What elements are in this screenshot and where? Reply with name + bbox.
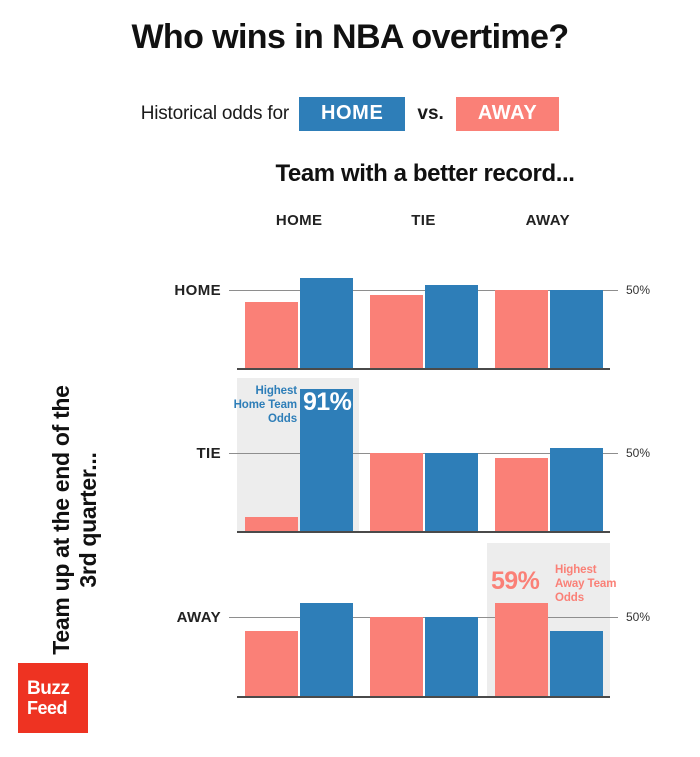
callout-home-odds-line2: Home Team	[233, 399, 298, 412]
chart-row-away: AWAY 50% 59% Highest Away Team Odds	[177, 543, 650, 698]
bar-away-away-tie	[370, 617, 423, 696]
bar-away-tie-away	[495, 457, 548, 531]
bar-away-tie-home	[245, 516, 298, 531]
column-header-tie: TIE	[411, 212, 436, 229]
baseline-row-away	[237, 696, 610, 698]
gridline-50-row-away	[229, 617, 618, 618]
callout-home-odds: Highest Home Team Odds	[229, 384, 298, 426]
callout-away-odds-line3: Odds	[555, 592, 584, 605]
row-label-tie: TIE	[196, 445, 221, 462]
bars-row-home	[237, 248, 610, 368]
bar-home-home-home	[300, 277, 353, 368]
callout-away-odds-line1: Highest	[555, 564, 597, 576]
value-label-home-odds: 91%	[303, 388, 352, 416]
callout-home-odds-line1: Highest	[255, 385, 298, 397]
bar-home-away-tie	[425, 617, 478, 696]
gridline-50-row-home	[229, 290, 618, 291]
gridline-label-row-home: 50%	[626, 283, 651, 297]
chart-row-home: HOME 50%	[174, 248, 650, 370]
page-title: Who wins in NBA overtime?	[131, 18, 569, 56]
column-header-home: HOME	[275, 212, 323, 229]
bar-away-home-tie	[370, 294, 423, 368]
chart-row-tie: TIE 50% Highest Home Team Odds 91%	[196, 378, 650, 533]
gridline-label-row-tie: 50%	[626, 446, 651, 460]
gridline-50-row-tie	[229, 453, 618, 454]
bar-home-away-away	[550, 631, 603, 696]
buzzfeed-logo-line2: Feed	[27, 697, 68, 718]
legend: Historical odds for HOME vs. AWAY	[0, 97, 700, 131]
bar-away-away-away	[495, 602, 548, 696]
legend-prefix: Historical odds for	[140, 103, 289, 124]
bar-home-home-away	[550, 290, 603, 368]
callout-away-odds-line2: Away Team	[555, 578, 617, 591]
gridline-label-row-away: 50%	[626, 610, 651, 624]
column-headers: HOME TIE AWAY	[237, 212, 610, 229]
row-label-away: AWAY	[176, 609, 221, 626]
buzzfeed-logo: Buzz Feed	[18, 663, 88, 733]
bars-row-tie	[237, 378, 610, 531]
bar-away-away-home	[245, 631, 298, 696]
baseline-row-tie	[237, 531, 610, 533]
bar-away-home-home	[245, 302, 298, 368]
bars-row-away	[237, 543, 610, 696]
baseline-row-home	[237, 368, 610, 370]
bar-home-tie-tie	[425, 453, 478, 531]
callout-home-odds-line3: Odds	[268, 413, 297, 426]
bar-home-tie-home	[300, 389, 353, 531]
legend-badge-home: HOME	[298, 97, 406, 131]
buzzfeed-logo-line1: Buzz	[27, 678, 70, 700]
legend-vs-label: vs.	[417, 103, 444, 124]
value-label-away-odds: 59%	[491, 567, 540, 595]
legend-badge-away: AWAY	[455, 97, 560, 131]
column-header-away: AWAY	[525, 212, 571, 229]
bar-away-tie-tie	[370, 453, 423, 531]
row-label-home: HOME	[174, 282, 221, 299]
bar-away-home-away	[495, 290, 548, 368]
bar-home-tie-away	[550, 448, 603, 531]
callout-away-odds: Highest Away Team Odds	[555, 563, 623, 605]
column-axis-title: Team with a better record...	[275, 160, 575, 187]
bar-home-away-home	[300, 602, 353, 696]
bar-home-home-tie	[425, 285, 478, 368]
